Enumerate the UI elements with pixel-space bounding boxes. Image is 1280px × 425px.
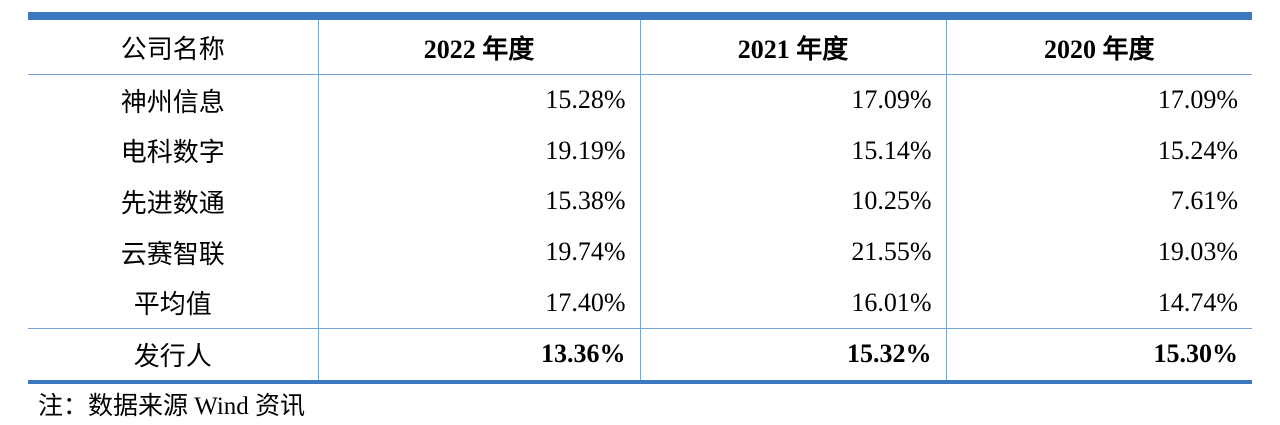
table-row: 先进数通 15.38% 10.25% 7.61% xyxy=(28,176,1252,227)
header-cell: 公司名称 xyxy=(28,16,318,75)
table-row: 电科数字 19.19% 15.14% 15.24% xyxy=(28,125,1252,177)
value-cell: 15.24% xyxy=(945,125,1252,177)
value-cell: 15.32% xyxy=(639,327,946,382)
company-cell: 神州信息 xyxy=(120,87,225,117)
value-cell: 14.74% xyxy=(945,277,1252,329)
header-cell: 2021 年度 xyxy=(639,16,946,75)
value-cell: 19.74% xyxy=(317,226,640,278)
table-row: 平均值 17.40% 16.01% 14.74% xyxy=(28,277,1252,329)
data-table: 公司名称 2022 年度 2021 年度 2020 年度 神州信息 15.28% 17.0… xyxy=(28,12,1252,384)
header-cell: 2022 年度 xyxy=(317,16,640,75)
value-cell: 17.09% xyxy=(639,74,946,126)
company-cell: 云赛智联 xyxy=(120,239,225,269)
company-cell: 平均值 xyxy=(133,290,212,320)
value-cell: 21.55% xyxy=(639,226,946,278)
value-cell: 15.38% xyxy=(317,176,640,227)
table-row: 云赛智联 19.74% 21.55% 19.03% xyxy=(28,226,1252,278)
company-cell: 电科数字 xyxy=(120,138,225,168)
company-cell: 先进数通 xyxy=(120,188,225,218)
value-cell: 19.03% xyxy=(945,226,1252,278)
value-cell: 19.19% xyxy=(317,125,640,177)
value-cell: 17.09% xyxy=(945,74,1252,126)
value-cell: 17.40% xyxy=(317,277,640,329)
value-cell: 13.36% xyxy=(317,327,640,382)
table-row: 神州信息 15.28% 17.09% 17.09% xyxy=(28,74,1252,126)
value-cell: 10.25% xyxy=(639,176,946,227)
note: 注：数据来源 Wind 资讯 xyxy=(38,393,306,420)
header-row: 公司名称 2022 年度 2021 年度 2020 年度 xyxy=(28,16,1252,75)
value-cell: 7.61% xyxy=(945,176,1252,227)
company-cell: 发行人 xyxy=(28,327,318,382)
value-cell: 15.28% xyxy=(317,74,640,126)
table-row: 发行人 13.36% 15.32% 15.30% xyxy=(28,327,1252,382)
value-cell: 16.01% xyxy=(639,277,946,329)
header-cell: 2020 年度 xyxy=(945,16,1252,75)
value-cell: 15.30% xyxy=(945,327,1252,382)
value-cell: 15.14% xyxy=(639,125,946,177)
